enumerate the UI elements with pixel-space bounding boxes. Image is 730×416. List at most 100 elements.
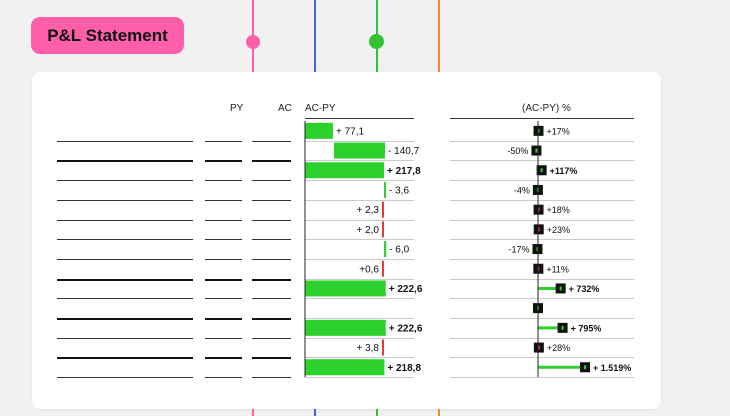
pct-marker-dot (537, 128, 540, 133)
row-separator-label (57, 219, 193, 221)
row-separator-pct (450, 239, 634, 241)
pct-value: -50% (507, 146, 528, 156)
row-separator-py (205, 219, 242, 221)
row-separator-delta (305, 337, 414, 339)
delta-value: + 2,0 (356, 225, 379, 236)
row-separator-pct (450, 180, 634, 182)
pct-marker-dot (561, 325, 564, 330)
pct-value: + 795% (571, 323, 602, 333)
row-separator-py (205, 258, 242, 260)
pct-marker-dot (537, 207, 540, 212)
pct-value: +18% (547, 205, 570, 215)
row-separator-label (57, 239, 193, 241)
pct-marker-dot (584, 365, 586, 370)
delta-value: + 77,1 (336, 126, 365, 137)
row-separator-label (57, 258, 193, 260)
row-separator-pct (450, 258, 634, 260)
row-separator-label (57, 180, 193, 182)
row-separator-py (205, 278, 242, 281)
delta-bar (382, 221, 384, 238)
row-separator-ac (252, 278, 291, 281)
row-separator-pct (450, 278, 634, 280)
delta-bar (382, 260, 384, 277)
pct-marker-dot (537, 345, 540, 350)
row-separator-label (57, 278, 193, 281)
delta-bar (382, 201, 384, 218)
row-separator-ac (252, 318, 291, 320)
pct-marker-dot (535, 148, 538, 153)
header-delta: AC-PY (305, 103, 336, 114)
delta-value: + 222,6 (389, 323, 423, 334)
page-title: P&L Statement (31, 17, 184, 54)
pct-value: + 1.519% (593, 363, 631, 373)
row-separator-ac (252, 219, 291, 221)
delta-bar (334, 142, 386, 159)
row-separator-py (205, 337, 242, 339)
pct-marker-dot (536, 247, 539, 252)
delta-value: + 218,8 (387, 363, 421, 374)
row-separator-delta (305, 258, 414, 260)
row-separator-ac (252, 239, 291, 241)
row-separator-delta (305, 160, 414, 162)
row-separator-delta (305, 239, 414, 241)
row-separator-delta (305, 180, 414, 182)
header-pct: (AC-PY) % (522, 103, 571, 114)
row-separator-label (57, 318, 193, 320)
row-separator-delta (305, 140, 414, 142)
delta-bar (384, 241, 387, 258)
pct-value: +117% (550, 166, 578, 176)
pct-marker-dot (537, 227, 540, 232)
row-separator-delta (305, 298, 414, 300)
pct-marker-dot (540, 168, 543, 173)
bg-dot-pink (246, 35, 260, 49)
row-separator-pct (450, 357, 634, 359)
row-separator-ac (252, 258, 291, 260)
row-separator-ac (252, 377, 291, 379)
row-separator-pct (450, 318, 634, 319)
row-separator-py (205, 140, 242, 142)
row-separator-delta (305, 199, 414, 201)
delta-bar (305, 280, 386, 297)
row-separator-pct (450, 160, 634, 162)
pct-value: -4% (514, 185, 530, 195)
delta-value: + 3,8 (356, 343, 379, 354)
delta-value: +0,6 (359, 264, 379, 275)
row-separator-ac (252, 140, 291, 142)
row-separator-delta (305, 278, 414, 280)
row-separator-delta (305, 377, 414, 379)
row-separator-label (57, 377, 193, 379)
row-separator-py (205, 180, 242, 182)
row-separator-pct (450, 219, 634, 221)
row-separator-label (57, 199, 193, 201)
row-separator-pct (450, 337, 634, 339)
pct-value: +28% (547, 343, 570, 353)
header-underline-pct (450, 118, 634, 119)
delta-value: + 222,6 (389, 284, 423, 295)
delta-bar (382, 339, 384, 356)
header-underline-delta (305, 118, 414, 119)
delta-value: - 140,7 (388, 146, 420, 157)
row-separator-py (205, 239, 242, 241)
variance-chart: + 77,1 +17% - 140,7 -50% + 217,8 +117% - 3,6 -4… (304, 121, 631, 378)
row-separator-py (205, 160, 242, 163)
pct-value: +17% (547, 126, 570, 136)
pct-value: +23% (547, 225, 570, 235)
row-separator-pct (450, 298, 634, 300)
row-separator-py (205, 199, 242, 201)
pct-marker-dot (559, 286, 562, 291)
row-separator-pct (450, 140, 634, 142)
header-py: PY (230, 103, 244, 114)
delta-bar (305, 122, 333, 139)
pl-statement-card: PY AC AC-PY (AC-PY) % + 77,1 +17% - 140,7 -… (32, 72, 661, 409)
row-separator-ac (252, 337, 291, 339)
row-separator-label (57, 140, 193, 142)
delta-value: - 6,0 (389, 245, 409, 256)
delta-bar (384, 181, 386, 198)
row-separator-label (57, 357, 193, 360)
row-separator-ac (252, 180, 291, 182)
delta-bar (305, 162, 384, 179)
row-separator-py (205, 377, 242, 379)
row-separator-py (205, 357, 242, 360)
bg-dot-green (369, 34, 384, 49)
row-separator-pct (450, 377, 634, 379)
